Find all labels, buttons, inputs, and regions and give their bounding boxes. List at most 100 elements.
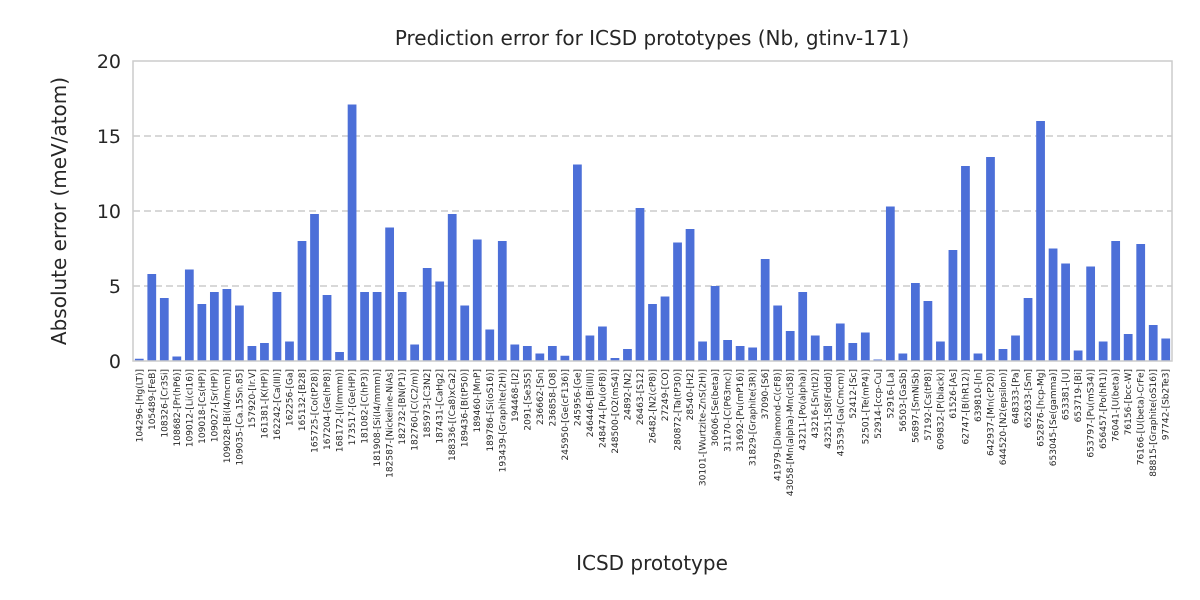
bar	[785, 331, 795, 361]
bar	[435, 281, 445, 361]
bar	[810, 335, 820, 361]
bar	[272, 292, 282, 361]
bar	[310, 214, 319, 361]
x-tick-label: 656457-[Po(hR1)]	[1099, 369, 1109, 449]
x-tick-label: 62747-[B(hR12)]	[961, 369, 971, 445]
x-tick-label: 642937-[Mn(cP20)]	[986, 369, 996, 456]
x-tick-label: 181908-[Si(I4/mmm)]	[373, 369, 383, 467]
bar	[948, 250, 958, 361]
x-tick-label: 52412-[Sc]	[849, 369, 859, 419]
bar	[535, 353, 545, 361]
bar	[635, 208, 645, 361]
x-tick-label: 236858-[O8]	[548, 369, 558, 426]
y-tick-label: 20	[97, 51, 121, 73]
x-tick-label: 43211-[Po(alpha)]	[799, 369, 809, 450]
bar	[1023, 298, 1033, 361]
bar	[297, 241, 307, 361]
bar	[322, 295, 332, 361]
bar	[1048, 248, 1058, 361]
x-tick-label: 109035-[Ca.15Sn.85]	[235, 369, 245, 465]
bar	[347, 104, 357, 361]
bar	[598, 326, 607, 361]
bar	[247, 346, 257, 361]
y-tick-label: 10	[97, 201, 121, 223]
x-tick-label: 61526-[As]	[949, 369, 959, 419]
x-tick-label: 30101-[Wurtzite-ZnS(2H)]	[699, 369, 709, 486]
bar	[410, 344, 420, 361]
x-tick-label: 57192-[Cs(tP8)]	[924, 369, 934, 441]
bar	[685, 229, 695, 361]
x-tick-label: 108326-[Cr3Si]	[160, 369, 170, 438]
bar	[623, 349, 632, 361]
bar	[197, 304, 207, 361]
chart-title: Prediction error for ICSD prototypes (Nb…	[395, 26, 909, 50]
bar	[885, 206, 895, 361]
bar	[447, 214, 457, 361]
x-tick-label: 653797-[Pu(mS34)]	[1087, 369, 1097, 458]
x-tick-label: 280872-[Ta(tP30)]	[674, 369, 684, 451]
x-tick-label: 246446-[Bi(III)]	[586, 369, 596, 437]
x-tick-label: 52916-[La]	[886, 369, 896, 418]
x-tick-label: 648333-[Pa]	[1012, 369, 1022, 424]
bar	[998, 349, 1008, 361]
x-tick-label: 181082-[C(hP3)]	[361, 369, 371, 444]
x-tick-label: 2091-[Se3S5]	[523, 369, 533, 431]
x-tick-label: 189436-[B(tP50)]	[461, 369, 471, 447]
x-tick-label: 182732-[BN(P1)]	[398, 369, 408, 445]
bar	[848, 343, 858, 361]
bar	[547, 346, 557, 361]
x-tick-label: 43216-[Sn(tI2)]	[811, 369, 821, 438]
bar	[134, 358, 144, 361]
x-tick-label: 37090-[S6]	[761, 369, 771, 419]
bar	[773, 305, 783, 361]
bar	[422, 268, 432, 361]
bar	[335, 352, 344, 361]
bar	[472, 239, 482, 361]
x-tick-label: 193439-[Graphite(2H)]	[498, 369, 508, 472]
x-tick-label: 245950-[Ge(cF136)]	[561, 369, 571, 460]
x-tick-label: 31829-[Graphite(3R)]	[749, 369, 759, 466]
x-tick-label: 644520-[N2(epsilon)]	[999, 369, 1009, 465]
bar	[560, 355, 570, 361]
x-tick-label: 52501-[Te(mP4)]	[861, 369, 871, 444]
bar	[159, 298, 169, 361]
bar	[860, 332, 870, 361]
x-tick-label: 248474-[Pu(oF8)]	[598, 369, 608, 448]
bar	[823, 346, 833, 361]
x-tick-label: 167204-[Ge(hP8)]	[323, 369, 333, 450]
grid-lines	[133, 135, 1172, 287]
y-tick-label: 15	[97, 126, 121, 148]
bar	[898, 353, 908, 361]
bars	[134, 104, 1171, 361]
x-tick-label: 76166-[U(beta)-CrFe]	[1137, 369, 1147, 465]
bar	[1098, 341, 1108, 361]
bar	[510, 344, 520, 361]
bar	[1136, 244, 1146, 361]
x-axis-label: ICSD prototype	[576, 551, 728, 575]
bar	[735, 346, 745, 361]
x-tick-label: 56897-[SmNiSb]	[911, 369, 921, 443]
x-tick-label: 236662-[Sn]	[536, 369, 546, 425]
bar	[222, 289, 232, 361]
bar	[923, 301, 933, 361]
bar	[986, 157, 995, 361]
x-tick-label: 185973-[C3N2]	[423, 369, 433, 438]
x-tick-label: 76041-[U(beta)]	[1112, 369, 1122, 442]
bar	[648, 304, 657, 361]
x-tick-label: 26482-[N2(cP8)]	[649, 369, 659, 443]
bar	[835, 323, 845, 361]
x-tick-label: 182587-[Nickeline-NiAs]	[386, 369, 396, 478]
bar	[698, 341, 707, 361]
bar	[1161, 338, 1171, 361]
x-tick-label: 168172-[I(Immm)]	[336, 369, 346, 452]
x-tick-label: 182760-[C(C2/m)]	[411, 369, 421, 451]
bar	[485, 329, 495, 361]
bar	[1011, 335, 1020, 361]
bar	[961, 166, 970, 361]
x-tick-label: 109018-[Cs(HP)]	[198, 369, 208, 444]
bar	[673, 242, 682, 361]
bar	[172, 356, 182, 361]
x-tick-label: 188336-[(Ca8)xCa2]	[448, 369, 458, 461]
x-tick-label: 31170-[C(P63mc)]	[724, 369, 734, 452]
